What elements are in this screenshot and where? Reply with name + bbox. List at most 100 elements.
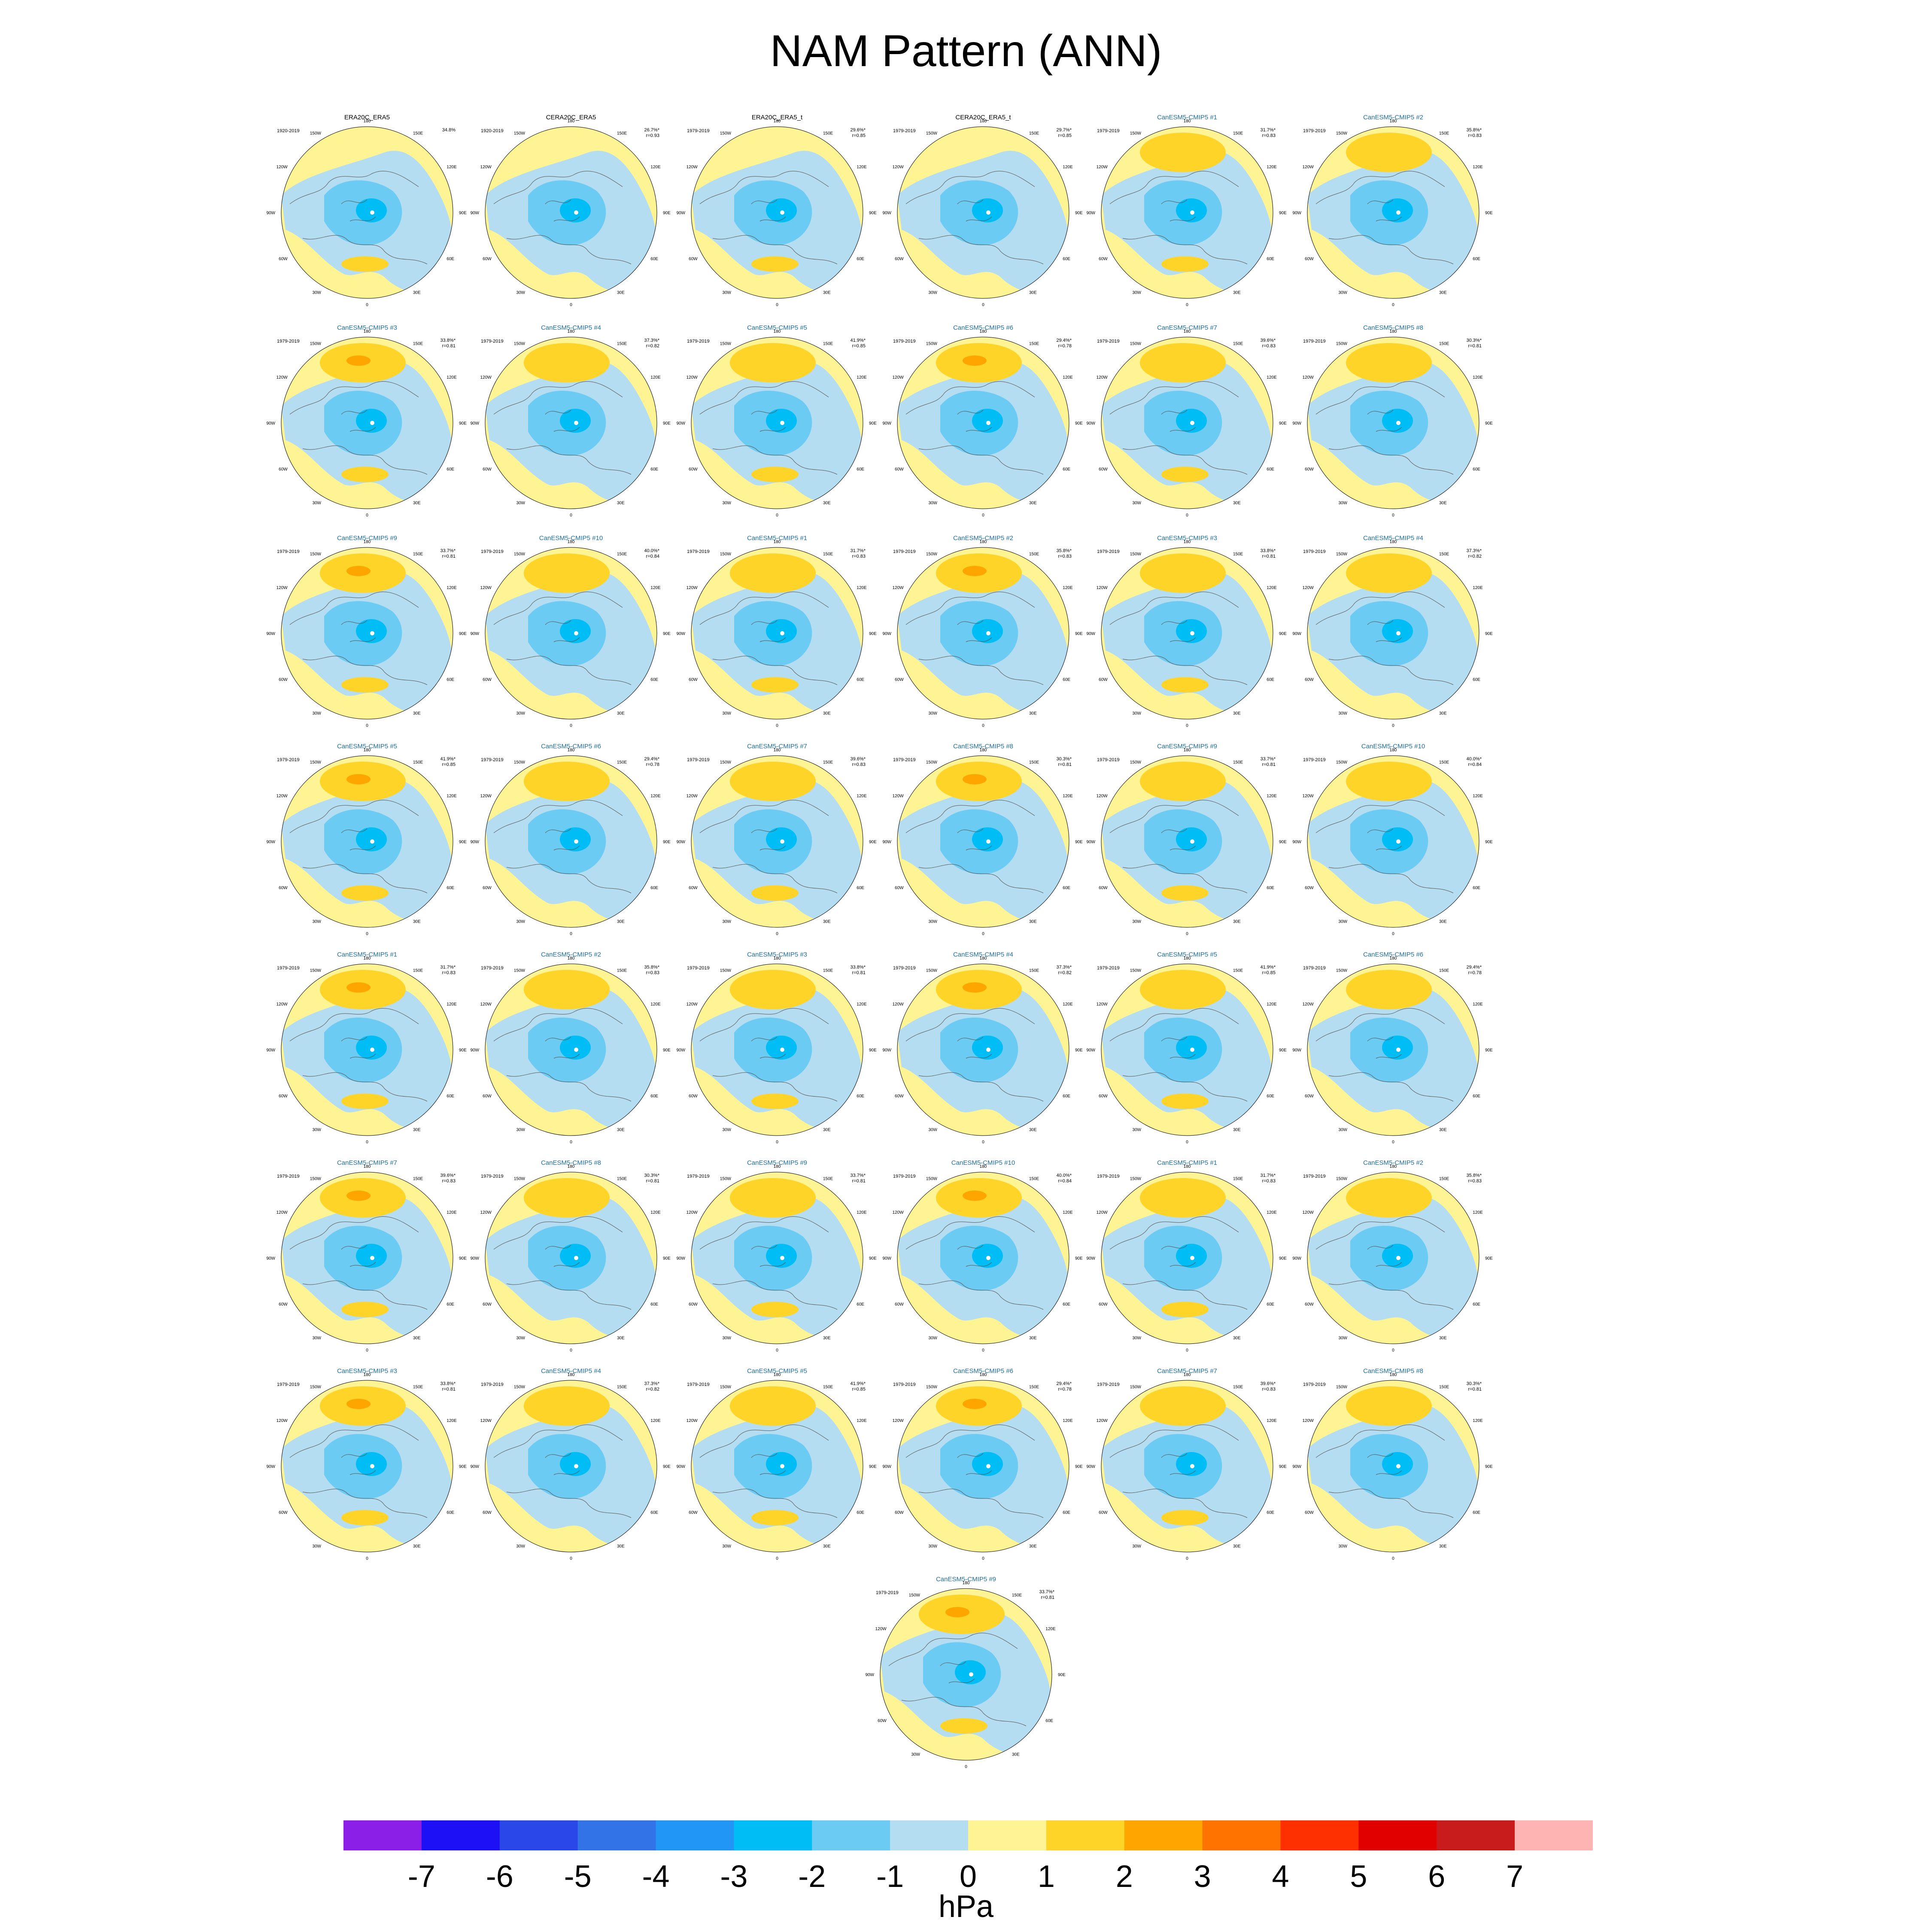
longitude-label: 120E [857,794,867,799]
longitude-label: 30E [1439,1336,1447,1340]
panel-period: 1979-2019 [481,339,504,344]
longitude-label: 120E [857,165,867,170]
longitude-label: 120E [1063,1210,1073,1215]
pattern-correlation: r=0.83 [1262,1179,1276,1184]
longitude-label: 150E [413,1385,423,1390]
pattern-correlation: r=0.78 [1058,343,1072,349]
map-panel: CanESM5-CMIP5 #4 1979-2019 37.3%* r=0.82 180… [882,951,1083,1148]
explained-variance: 30.3%* [1466,338,1482,343]
explained-variance: 41.9%* [1260,965,1276,970]
explained-variance: 40.0%* [1466,756,1482,762]
explained-variance: 29.7%* [1056,128,1072,133]
longitude-label: 60W [895,1302,904,1307]
longitude-label: 90W [470,421,479,426]
longitude-label: 120W [480,165,492,170]
polar-stereographic-map: 180 150E 120E 90E 60E 30E 0 30W 60W 90W 120W 150W [266,1164,467,1353]
panel-period: 1979-2019 [277,1382,300,1387]
pattern-correlation: r=0.78 [1468,970,1482,975]
pattern-correlation: r=0.78 [1058,1387,1072,1392]
longitude-label: 60W [1305,467,1314,472]
explained-variance: 40.0%* [1056,1173,1072,1178]
longitude-label: 60E [1063,1302,1070,1307]
longitude-label: 60W [279,1094,288,1099]
longitude-label: 150E [1233,552,1243,557]
longitude-label: 90W [676,1256,685,1261]
longitude-label: 60W [279,1510,288,1515]
longitude-label: 150W [514,552,526,557]
longitude-label: 150E [1439,552,1449,557]
panel-stats: 29.4%* r=0.78 [1467,965,1482,976]
explained-variance: 33.7%* [1260,756,1276,762]
longitude-label: 90W [1086,632,1095,636]
longitude-label: 60E [1473,677,1480,682]
longitude-label: 150W [926,1177,938,1182]
longitude-label: 30E [1029,501,1037,505]
longitude-label: 60E [447,257,454,261]
panel-period: 1979-2019 [481,1382,504,1387]
pattern-correlation: r=0.81 [1468,343,1482,349]
longitude-label: 90W [882,211,891,216]
longitude-label: 150W [720,969,732,973]
longitude-label: 60W [895,886,904,890]
panel-title: CanESM5-CMIP5 #6 [541,743,601,750]
longitude-label: 150W [514,969,526,973]
longitude-label: 0 [1392,932,1394,936]
longitude-label: 60E [857,1094,864,1099]
longitude-label: 180 [980,956,987,961]
panel-stats: 31.7%* r=0.83 [440,965,456,976]
polar-stereographic-map: 180 150E 120E 90E 60E 30E 0 30W 60W 90W 120W 150W [1086,748,1287,936]
longitude-label: 120W [1097,165,1108,170]
explained-variance: 39.6%* [1260,1381,1276,1386]
polar-stereographic-map: 180 150E 120E 90E 60E 30E 0 30W 60W 90W 120W 150W [470,540,671,728]
longitude-label: 90W [1086,211,1095,216]
longitude-label: 30W [516,919,525,924]
explained-variance: 35.8%* [644,965,659,970]
longitude-label: 150E [1233,1177,1243,1182]
longitude-label: 0 [570,932,572,936]
longitude-label: 30W [1132,1336,1141,1340]
longitude-label: 30W [1132,919,1141,924]
longitude-label: 150E [1029,131,1039,136]
longitude-label: 60W [483,467,492,472]
longitude-label: 120W [1097,1419,1108,1423]
panel-period: 1979-2019 [1303,549,1326,554]
longitude-label: 150E [1029,552,1039,557]
panel-period: 1979-2019 [876,1590,899,1595]
polar-stereographic-map: 180 150E 120E 90E 60E 30E 0 30W 60W 90W 120W 150W [1292,748,1493,936]
longitude-label: 90E [869,211,877,216]
explained-variance: 41.9%* [850,1381,866,1386]
longitude-label: 30W [312,1336,321,1340]
longitude-label: 60W [895,467,904,472]
explained-variance: 41.9%* [440,756,456,762]
longitude-label: 150W [720,760,732,765]
longitude-label: 30W [1338,711,1347,716]
longitude-label: 30W [516,290,525,295]
longitude-label: 150E [617,131,627,136]
longitude-label: 0 [982,1140,984,1145]
longitude-label: 90W [882,1464,891,1469]
longitude-label: 60W [1305,677,1314,682]
panel-title: CanESM5-CMIP5 #5 [337,743,398,750]
longitude-label: 0 [1392,513,1394,518]
longitude-label: 150E [1233,760,1243,765]
panel-title: CanESM5-CMIP5 #9 [337,535,398,542]
longitude-label: 150E [617,969,627,973]
longitude-label: 120W [1303,165,1314,170]
longitude-label: 150W [310,131,322,136]
longitude-label: 150W [514,342,526,346]
panel-stats: 33.8%* r=0.81 [440,338,456,349]
explained-variance: 29.4%* [1466,965,1482,970]
map-panel: ERA20C_ERA5 1920-2019 34.8% 180 150E 120E 90E 6… [266,114,467,311]
colorbar-box [343,1820,422,1850]
longitude-label: 30E [1029,290,1037,295]
longitude-label: 60E [1267,1094,1274,1099]
longitude-label: 150E [413,342,423,346]
pattern-correlation: r=0.82 [1058,970,1072,975]
colorbar-box [968,1820,1047,1850]
longitude-label: 90E [869,632,877,636]
longitude-label: 120W [687,165,698,170]
map-panel: ERA20C_ERA5_t 1979-2019 29.6%* r=0.85 180 150… [676,114,877,311]
panel-stats: 35.8%* r=0.83 [1057,548,1072,559]
longitude-label: 0 [1186,932,1188,936]
longitude-label: 0 [1186,1348,1188,1353]
